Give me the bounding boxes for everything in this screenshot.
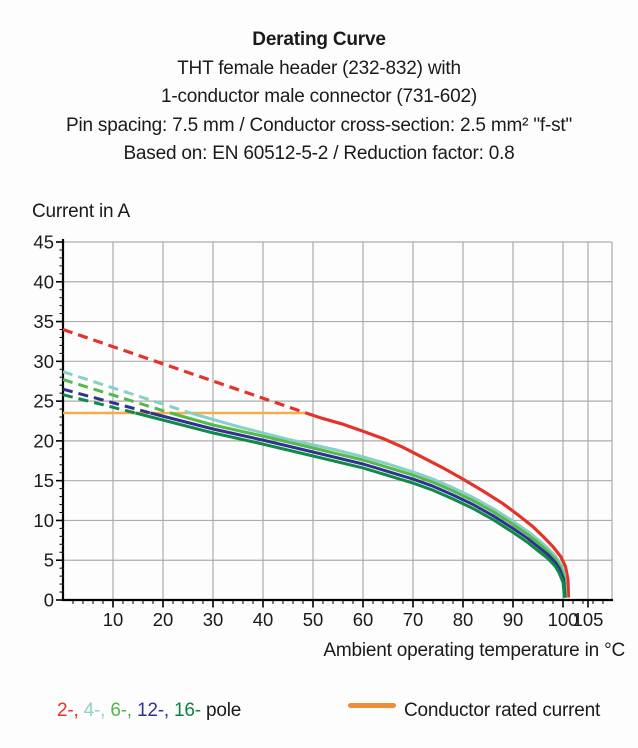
subtitle-line-3: Pin spacing: 7.5 mm / Conductor cross-se… xyxy=(65,114,572,136)
curve-2-pole xyxy=(305,411,571,598)
pole-legend-item-6: 6-, xyxy=(110,700,137,721)
pole-legend-suffix: pole xyxy=(200,700,242,721)
y-tick-label: 10 xyxy=(33,510,54,531)
x-tick-label: 80 xyxy=(453,609,474,630)
y-tick-label: 40 xyxy=(33,271,54,292)
x-tick-label: 40 xyxy=(253,609,274,630)
pole-legend-item-12: 12-, xyxy=(136,700,174,721)
pole-legend-items: 2-, 4-, 6-, 12-, 16- xyxy=(57,700,201,721)
pole-legend: 2-, 4-, 6-, 12-, 16- pole xyxy=(57,700,241,722)
chart-header: Derating Curve THT female header (232-83… xyxy=(0,26,638,169)
x-tick-label: 60 xyxy=(353,609,374,630)
pole-legend-item-4: 4-, xyxy=(83,700,111,721)
curve-4-pole xyxy=(190,411,568,598)
y-axis-label: Current in A xyxy=(32,201,130,222)
x-tick-label: 50 xyxy=(303,609,324,630)
y-tick-label: 15 xyxy=(33,470,54,491)
x-tick-label: 70 xyxy=(403,609,424,630)
y-tick-label: 45 xyxy=(33,232,54,253)
y-tick-label: 25 xyxy=(33,391,54,412)
curve-4-pole-dashed xyxy=(62,370,191,415)
y-tick-label: 5 xyxy=(44,550,54,571)
y-tick-label: 35 xyxy=(33,311,54,332)
curve-16-pole-dashed xyxy=(62,393,136,415)
pole-legend-item-16: 16- xyxy=(174,700,201,721)
x-tick-label: 90 xyxy=(503,609,524,630)
subtitle-line-4: Based on: EN 60512-5-2 / Reduction facto… xyxy=(123,143,515,164)
x-tick-label: 10 xyxy=(103,609,124,630)
subtitle-line-2: 1-conductor male connector (731-602) xyxy=(161,86,477,107)
page-title: Derating Curve xyxy=(252,29,386,50)
y-tick-label: 0 xyxy=(44,590,54,611)
curve-6-pole-dashed xyxy=(62,378,171,415)
rated-current-swatch-line xyxy=(348,703,396,708)
pole-legend-item-2: 2-, xyxy=(57,700,84,721)
x-axis-label: Ambient operating temperature in °C xyxy=(323,640,625,661)
subtitle-line-1: THT female header (232-832) with xyxy=(177,57,461,79)
curve-16-pole xyxy=(135,411,566,598)
x-tick-label: 105 xyxy=(573,609,604,630)
curve-12-pole xyxy=(150,411,567,598)
rated-current-legend-label: Conductor rated current xyxy=(404,700,601,721)
y-tick-label: 30 xyxy=(33,351,54,372)
x-tick-label: 20 xyxy=(153,609,174,630)
x-tick-label: 100 xyxy=(548,609,579,630)
curve-2-pole-dashed xyxy=(62,327,307,415)
curve-6-pole xyxy=(170,411,567,598)
x-tick-label: 30 xyxy=(203,609,224,630)
y-tick-label: 20 xyxy=(33,430,54,451)
